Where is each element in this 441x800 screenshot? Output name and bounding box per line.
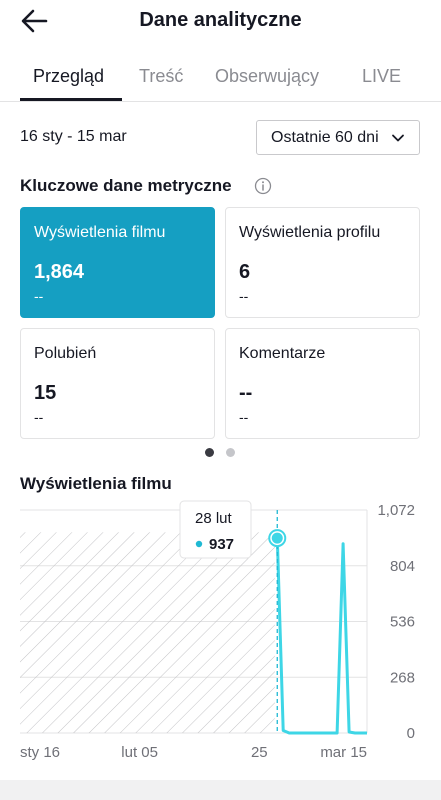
page-title: Dane analityczne: [139, 9, 302, 31]
x-tick-label: mar 15: [320, 744, 367, 761]
header-bar: Dane analityczne: [0, 0, 441, 44]
y-tick-label: 0: [407, 725, 415, 742]
tooltip-date: 28 lut: [195, 510, 233, 527]
x-tick-label: lut 05: [121, 744, 158, 761]
tooltip-point[interactable]: [271, 532, 283, 544]
tab-content[interactable]: Treść: [139, 66, 184, 86]
metric-card-label: Wyświetlenia profilu: [239, 224, 381, 241]
video-views-chart[interactable]: 1,072 804 536 268 0 sty 16 lut 05 25 mar 15 28 l…: [0, 495, 441, 765]
pagination-dot-active[interactable]: [205, 448, 214, 457]
no-data-region: [20, 532, 275, 733]
y-tick-label: 268: [390, 669, 415, 686]
metric-card-change: --: [239, 288, 249, 304]
tab-live[interactable]: LIVE: [362, 66, 402, 86]
period-dropdown-value: Ostatnie 60 dni: [271, 128, 379, 146]
bottom-bar: [0, 780, 441, 800]
metric-card-value: 6: [239, 261, 251, 283]
active-tab-indicator: [20, 98, 122, 101]
arrow-left-icon: [21, 9, 48, 33]
metric-card-comments[interactable]: Komentarze -- --: [225, 328, 420, 439]
metric-card-change: --: [239, 409, 249, 425]
pagination-dot[interactable]: [226, 448, 235, 457]
tab-overview[interactable]: Przegląd: [33, 66, 105, 86]
chart-title: Wyświetlenia filmu: [20, 474, 172, 493]
metric-card-label: Polubień: [34, 345, 97, 362]
metric-card-value: 1,864: [34, 261, 85, 283]
metric-card-profile-views[interactable]: Wyświetlenia profilu 6 --: [225, 207, 420, 318]
back-button[interactable]: [18, 6, 52, 36]
tooltip-series-dot: [195, 540, 203, 548]
metric-card-change: --: [34, 409, 44, 425]
chevron-down-icon: [392, 134, 404, 142]
metric-card-value: --: [239, 382, 253, 404]
series-line: [275, 538, 367, 735]
metric-card-change: --: [34, 288, 44, 304]
period-dropdown[interactable]: Ostatnie 60 dni: [256, 120, 420, 155]
metric-card-likes[interactable]: Polubień 15 --: [20, 328, 215, 439]
key-metrics-title: Kluczowe dane metryczne: [20, 176, 232, 195]
metric-card-label: Komentarze: [239, 345, 326, 362]
x-tick-label: sty 16: [20, 744, 60, 761]
tab-followers[interactable]: Obserwujący: [215, 66, 320, 86]
y-tick-label: 536: [390, 614, 415, 631]
tooltip-value: 937: [209, 536, 234, 553]
metric-card-value: 15: [34, 382, 57, 404]
metric-card-video-views[interactable]: Wyświetlenia filmu 1,864 --: [20, 207, 215, 318]
y-tick-label: 804: [390, 558, 415, 575]
info-icon[interactable]: [254, 177, 272, 195]
x-tick-label: 25: [251, 744, 268, 761]
tab-bar: Przegląd Treść Obserwujący LIVE: [0, 54, 441, 102]
date-range-label: 16 sty - 15 mar: [20, 128, 127, 145]
metric-card-label: Wyświetlenia filmu: [34, 224, 166, 241]
y-tick-label: 1,072: [377, 502, 415, 519]
